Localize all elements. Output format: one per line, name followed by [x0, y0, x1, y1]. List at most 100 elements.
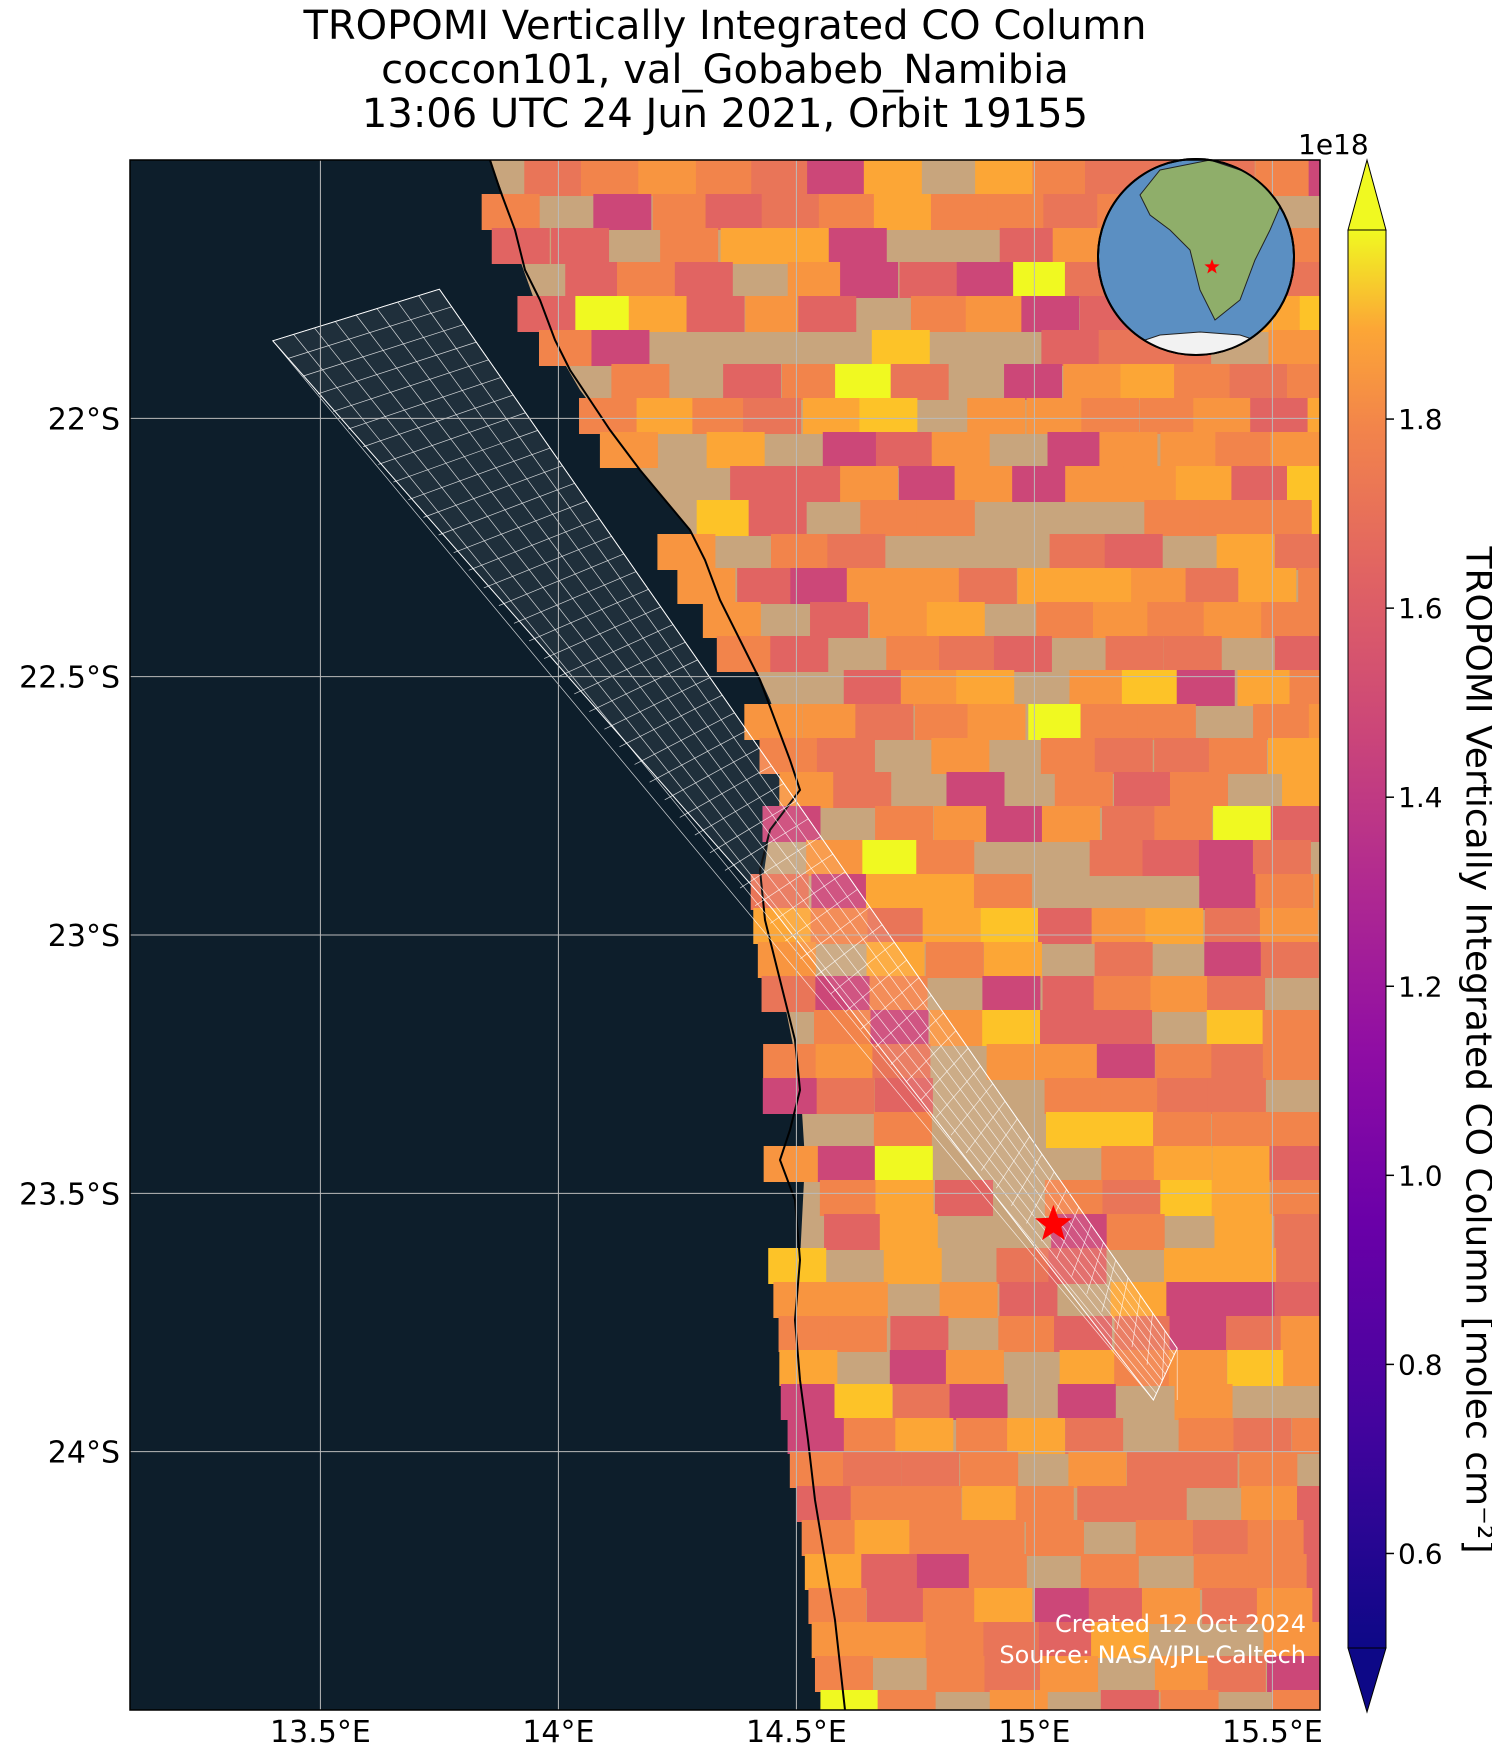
co-pixel: [1298, 568, 1320, 604]
co-pixel: [1175, 466, 1234, 502]
track-scanline: [528, 588, 649, 642]
co-pixel: [910, 296, 969, 332]
co-pixel: [1043, 194, 1102, 230]
co-pixel: [1101, 1112, 1160, 1148]
co-pixel: [652, 194, 711, 230]
co-pixel: [1252, 840, 1311, 876]
co-pixel: [1059, 1350, 1118, 1386]
co-pixel: [768, 1248, 827, 1284]
co-pixel: [1248, 1554, 1307, 1590]
co-pixel: [762, 1078, 821, 1114]
track-scanline: [980, 1118, 1018, 1171]
co-pixel: [1208, 738, 1267, 774]
co-pixel: [1280, 1316, 1320, 1352]
co-pixel: [900, 670, 959, 706]
co-pixel: [1142, 840, 1201, 876]
co-pixel: [1239, 1452, 1298, 1488]
co-pixel: [1250, 398, 1309, 434]
co-pixel: [787, 262, 846, 298]
co-pixel: [1259, 908, 1318, 944]
co-pixel: [916, 1554, 975, 1590]
co-pixel: [1268, 330, 1320, 366]
co-pixel: [987, 194, 1046, 230]
co-pixel: [1114, 772, 1173, 808]
co-pixel: [716, 636, 775, 672]
co-pixel: [855, 704, 914, 740]
co-pixel: [956, 262, 1015, 298]
co-pixel: [1308, 160, 1320, 196]
co-pixel: [875, 432, 934, 468]
co-pixel: [863, 160, 922, 196]
track-scanline: [1116, 1277, 1129, 1330]
co-pixel: [757, 942, 816, 978]
globe-outline: [1097, 158, 1295, 356]
colorbar-multiplier: 1e18: [1298, 128, 1369, 161]
co-pixel: [956, 670, 1015, 706]
x-tick-label: 14°E: [522, 1715, 594, 1748]
co-pixel: [730, 466, 789, 502]
colorbar-tick-label: 0.8: [1398, 1348, 1443, 1381]
co-pixel: [890, 1316, 949, 1352]
track-scanline: [785, 889, 858, 942]
colorbar-body: [1347, 229, 1387, 1649]
co-pixel: [1211, 1044, 1270, 1080]
co-pixel: [834, 1384, 893, 1420]
track-scanline: [498, 553, 624, 606]
co-pixel: [1268, 1112, 1320, 1148]
track-scanline: [423, 465, 563, 518]
co-pixel: [1269, 1146, 1320, 1182]
co-pixel: [538, 330, 597, 366]
co-pixel: [1135, 1520, 1194, 1556]
co-pixel: [763, 1146, 822, 1182]
co-pixel: [1154, 738, 1213, 774]
co-pixel: [802, 398, 861, 434]
co-pixel: [1193, 398, 1252, 434]
co-pixel: [939, 636, 998, 672]
co-pixel: [1211, 1180, 1270, 1216]
co-pixel: [1222, 1282, 1281, 1318]
map-frame: [129, 159, 1321, 1711]
co-pixel: [1092, 602, 1151, 638]
co-pixel: [1040, 1656, 1099, 1692]
co-pixel: [1123, 466, 1182, 502]
co-pixel: [862, 840, 921, 876]
co-pixel: [871, 330, 930, 366]
co-pixel: [824, 1214, 883, 1250]
co-pixel: [798, 296, 857, 332]
co-pixel: [692, 398, 751, 434]
co-pixel: [1267, 1656, 1320, 1692]
co-pixel: [1185, 568, 1244, 604]
co-pixel: [807, 160, 866, 196]
source-note: Source: NASA/JPL-Caltech: [999, 1641, 1306, 1669]
track-scanline: [1086, 1242, 1104, 1295]
co-pixel: [819, 1180, 878, 1216]
track-scanline: [574, 641, 686, 695]
co-pixel: [843, 1418, 902, 1454]
track-alongline: [334, 321, 1163, 1381]
co-pixel: [593, 194, 652, 230]
co-pixel: [1080, 1554, 1139, 1590]
co-pixel: [1012, 466, 1071, 502]
track-scanline: [393, 430, 538, 483]
track-scanline: [378, 412, 526, 465]
track-scanline: [800, 906, 870, 959]
co-pixel: [1026, 398, 1085, 434]
co-pixel: [1128, 1486, 1187, 1522]
co-pixel: [786, 466, 845, 502]
co-pixel: [1157, 1078, 1216, 1114]
track-scanline: [905, 1030, 957, 1083]
co-pixel: [1261, 602, 1320, 638]
co-pixel: [925, 1622, 984, 1658]
co-pixel: [743, 398, 802, 434]
co-pixel: [1211, 1112, 1270, 1148]
co-pixel: [1028, 704, 1087, 740]
co-pixel: [1231, 466, 1290, 502]
co-pixel: [1099, 432, 1158, 468]
co-pixel: [833, 772, 892, 808]
co-pixel: [1169, 772, 1228, 808]
co-pixel: [802, 704, 861, 740]
co-pixel: [934, 1180, 993, 1216]
co-pixel: [1241, 1486, 1300, 1522]
track-scanline: [694, 783, 784, 836]
co-pixel: [916, 840, 975, 876]
